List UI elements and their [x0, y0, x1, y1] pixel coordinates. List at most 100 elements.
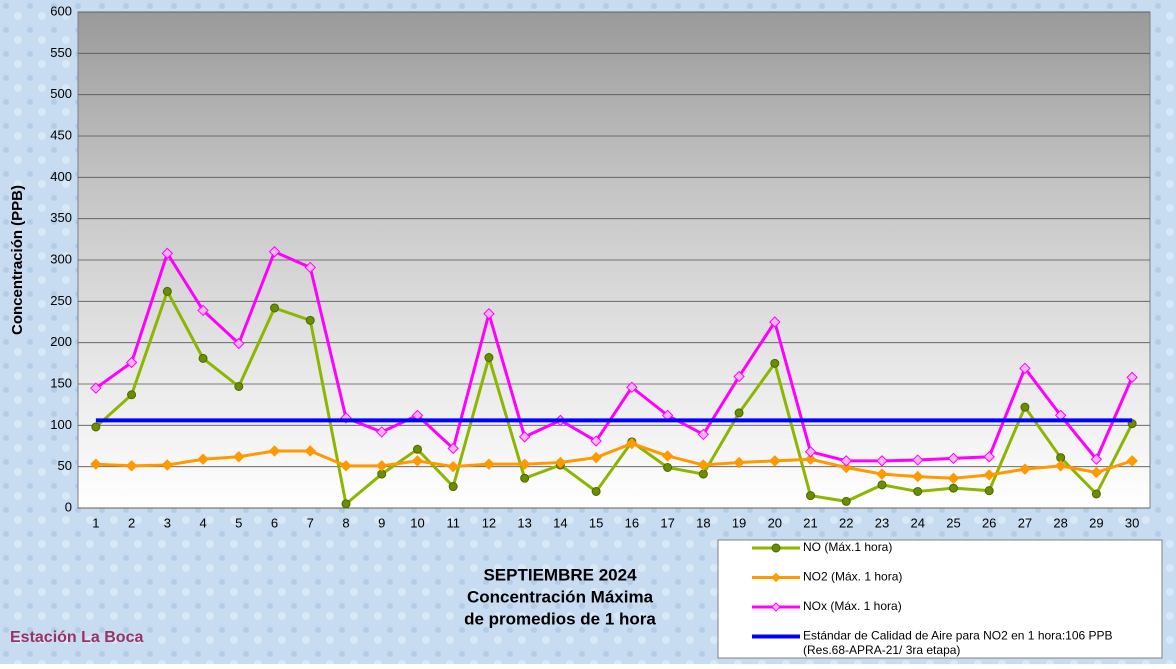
x-tick-label: 29	[1089, 515, 1103, 530]
x-tick-label: 26	[982, 515, 996, 530]
y-tick-label: 600	[50, 3, 72, 18]
marker	[984, 486, 994, 496]
x-tick-label: 17	[660, 515, 674, 530]
marker	[376, 426, 388, 438]
y-tick-label: 350	[50, 210, 72, 225]
series-line	[95, 441, 1133, 480]
marker	[268, 246, 281, 258]
x-tick-label: 13	[517, 515, 531, 530]
station: Estación La Boca	[10, 629, 143, 646]
marker	[161, 247, 174, 260]
x-tick-label: 27	[1018, 515, 1032, 530]
marker	[376, 460, 388, 472]
marker	[876, 455, 888, 467]
marker	[947, 452, 960, 465]
marker	[304, 445, 316, 457]
y-tick-label: 0	[65, 499, 72, 514]
marker	[912, 454, 924, 466]
marker	[554, 456, 567, 469]
x-tick-label: 6	[271, 515, 278, 530]
marker	[1091, 489, 1101, 499]
marker	[268, 445, 281, 457]
legend-label: NO (Máx.1 hora)	[803, 540, 892, 554]
marker	[127, 390, 137, 400]
marker	[1020, 402, 1030, 412]
marker	[90, 382, 102, 394]
marker	[125, 460, 138, 472]
x-tick-label: 20	[768, 515, 782, 530]
y-axis-label: Concentración (PPB)	[9, 185, 26, 335]
legend-label: NO2 (Máx. 1 hora)	[803, 570, 902, 584]
marker	[198, 353, 208, 363]
marker	[840, 461, 852, 474]
y-tick-label: 100	[50, 417, 72, 432]
marker	[983, 469, 995, 481]
marker	[876, 468, 888, 480]
legend-label: Estándar de Calidad de Aire para NO2 en …	[803, 629, 1113, 643]
marker	[234, 381, 244, 391]
marker	[197, 453, 209, 465]
marker	[448, 482, 458, 492]
x-tick-label: 16	[625, 515, 639, 530]
marker	[483, 308, 495, 320]
x-tick-label: 14	[553, 515, 567, 530]
marker	[804, 453, 817, 465]
x-tick-label: 30	[1125, 515, 1139, 530]
marker	[983, 451, 995, 463]
marker	[197, 304, 209, 317]
marker	[125, 356, 138, 369]
marker	[661, 450, 674, 462]
marker	[948, 483, 958, 493]
y-tick-label: 450	[50, 127, 72, 142]
marker	[270, 303, 280, 313]
x-tick-label: 21	[803, 515, 817, 530]
marker	[626, 381, 638, 394]
marker	[806, 491, 816, 501]
marker	[698, 469, 708, 479]
marker	[411, 455, 424, 467]
marker	[769, 316, 781, 328]
x-tick-label: 1	[92, 515, 99, 530]
x-tick-label: 19	[732, 515, 746, 530]
marker	[734, 408, 744, 418]
marker	[840, 455, 852, 467]
marker	[912, 470, 924, 483]
marker	[769, 455, 781, 467]
x-tick-label: 24	[910, 515, 924, 530]
marker	[1054, 460, 1067, 472]
marker	[804, 446, 817, 458]
marker	[771, 543, 781, 553]
legend-label: NOx (Máx. 1 hora)	[803, 599, 902, 613]
marker	[770, 358, 780, 368]
y-tick-label: 300	[50, 251, 72, 266]
marker	[1019, 362, 1031, 375]
marker	[304, 261, 316, 274]
marker	[1019, 463, 1031, 475]
marker	[483, 458, 495, 470]
marker	[771, 602, 781, 612]
marker	[591, 486, 601, 496]
marker	[626, 437, 638, 450]
marker	[663, 462, 673, 472]
marker	[1126, 371, 1138, 384]
marker	[877, 480, 887, 490]
series-line	[94, 287, 1134, 507]
marker	[90, 458, 102, 470]
marker	[1090, 466, 1103, 479]
title: de promedios de 1 hora	[464, 609, 656, 628]
marker	[913, 486, 923, 496]
marker	[520, 473, 530, 483]
marker	[91, 422, 101, 432]
marker	[947, 472, 960, 484]
marker	[697, 428, 710, 441]
x-tick-label: 11	[446, 515, 460, 530]
x-tick-label: 5	[235, 515, 242, 530]
marker	[518, 458, 531, 470]
marker	[841, 496, 851, 506]
marker	[412, 444, 422, 454]
marker	[233, 451, 245, 463]
x-tick-label: 3	[164, 515, 171, 530]
marker	[1126, 455, 1138, 467]
marker	[447, 442, 459, 455]
